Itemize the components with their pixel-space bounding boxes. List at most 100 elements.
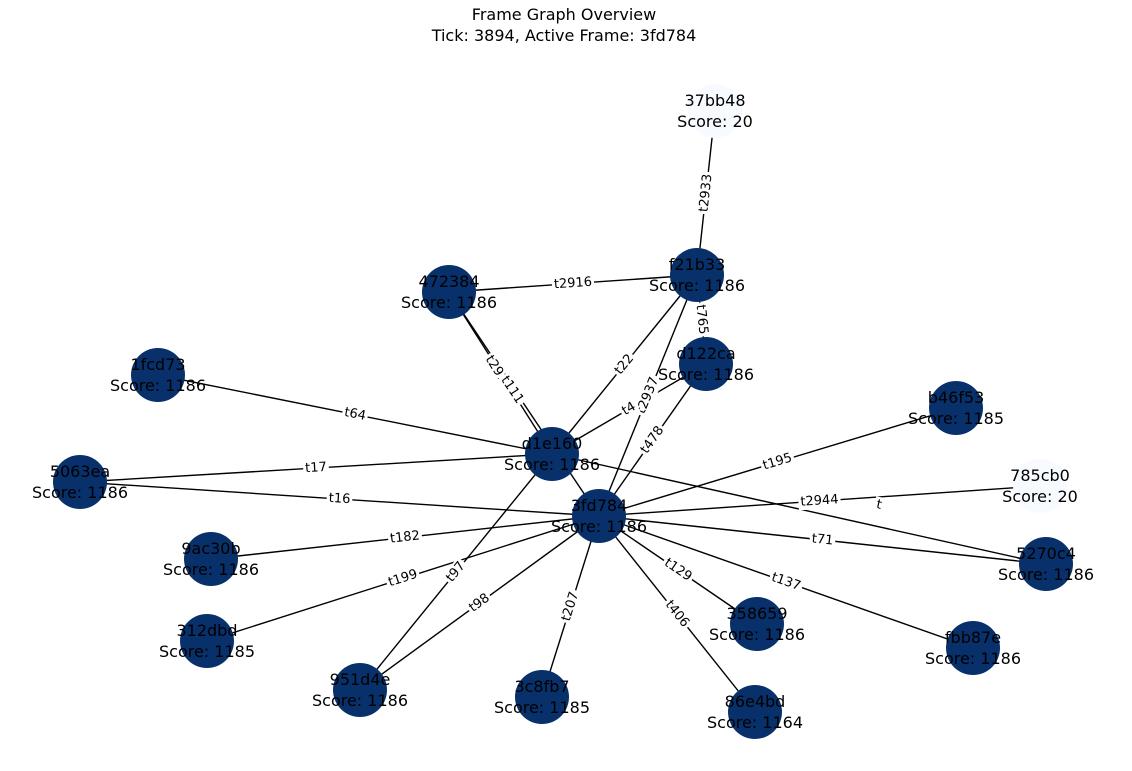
graph-node: 472384 Score: 1186 xyxy=(401,265,497,319)
edge-label-group: t22 xyxy=(610,349,639,380)
node-id-label: 3c8fb7 xyxy=(514,677,569,696)
edge-label-group: t406 xyxy=(660,595,694,633)
graph-subtitle: Tick: 3894, Active Frame: 3fd784 xyxy=(431,26,697,45)
node-score-label: Score: 20 xyxy=(677,112,753,131)
edge-label-group: t71 xyxy=(808,530,837,550)
node-circle xyxy=(525,427,579,481)
edge-label-background xyxy=(340,404,370,425)
edge-label-background xyxy=(767,568,805,596)
node-id-label: 37bb48 xyxy=(684,91,745,110)
node-circle xyxy=(515,670,569,724)
graph-node: 37bb48 Score: 20 xyxy=(677,84,753,138)
edge-label-group: t182 xyxy=(387,527,423,548)
node-circle xyxy=(333,663,387,717)
node-id-label: d1e160 xyxy=(522,434,583,453)
edge-label-group: t16 xyxy=(326,490,353,508)
edge-label: t765 xyxy=(693,304,711,335)
edge-label: t2916 xyxy=(553,275,592,293)
edge-label-group: t2933 xyxy=(695,171,717,215)
node-circle xyxy=(946,621,1000,675)
node-score-label: Score: 20 xyxy=(1002,487,1078,506)
edge-label-group: t478 xyxy=(636,421,669,459)
edge-label-background xyxy=(636,421,669,459)
edge-label: t2933 xyxy=(696,173,715,213)
edge-label-group: t97 xyxy=(441,557,471,587)
graph-node: 951d4e Score: 1186 xyxy=(312,663,408,717)
edge-label-background xyxy=(326,490,353,508)
edge-label-group: t2944 xyxy=(797,491,842,511)
edge-label: t71 xyxy=(811,531,834,548)
node-score-label: Score: 1185 xyxy=(908,409,1004,428)
edge-label-background xyxy=(384,565,422,592)
edge-label-background xyxy=(797,491,842,511)
node-score-label: Score: 1186 xyxy=(312,691,408,710)
node-circle xyxy=(929,381,983,435)
edge-label-background xyxy=(660,595,694,633)
node-score-label: Score: 1186 xyxy=(649,276,745,295)
node-id-label: 86e4bd xyxy=(725,692,786,711)
edge-label: t64 xyxy=(343,405,367,424)
node-score-label: Score: 1186 xyxy=(163,560,259,579)
graph-node: 312dbd Score: 1185 xyxy=(159,614,255,668)
edge-label-background xyxy=(387,527,423,548)
graph-node: 9ac30b Score: 1186 xyxy=(163,532,259,586)
node-circle xyxy=(422,265,476,319)
node-id-label: 951d4e xyxy=(330,670,391,689)
edge-label-group: t64 xyxy=(340,404,370,425)
edge-label-background xyxy=(557,587,584,626)
node-score-label: Score: 1186 xyxy=(998,565,1094,584)
graph-node: f21b33 Score: 1186 xyxy=(649,248,745,302)
graph-node: 358659 Score: 1186 xyxy=(709,597,805,651)
node-score-label: Score: 1164 xyxy=(707,713,803,732)
graph-node: 5270c4 Score: 1186 xyxy=(998,537,1094,591)
graph-node: 1fcd73 Score: 1186 xyxy=(110,348,206,402)
node-id-label: 472384 xyxy=(418,272,479,291)
node-id-label: f21b33 xyxy=(669,255,726,274)
node-id-label: 1fcd73 xyxy=(130,355,185,374)
graph-node: 5063ea Score: 1186 xyxy=(32,455,128,509)
edge-label-group: t17 xyxy=(302,459,330,477)
node-score-label: Score: 1186 xyxy=(110,376,206,395)
edge-label-background xyxy=(495,371,529,409)
edge-label: t182 xyxy=(389,528,420,546)
edge-label-background xyxy=(808,530,837,550)
node-circle xyxy=(679,337,733,391)
node-id-label: 5270c4 xyxy=(1016,544,1076,563)
edge-label-background xyxy=(617,397,641,421)
node-id-label: 358659 xyxy=(726,604,787,623)
edge-label: t17 xyxy=(305,460,327,476)
node-circle xyxy=(688,84,742,138)
edge-label-background xyxy=(872,496,886,514)
node-circle xyxy=(131,348,185,402)
edge-label-background xyxy=(632,372,664,419)
edge-label-background xyxy=(302,459,330,477)
node-score-label: Score: 1186 xyxy=(401,293,497,312)
graph-node: fbb87e Score: 1186 xyxy=(925,621,1021,675)
edge-label-background xyxy=(659,553,697,587)
node-score-label: Score: 1185 xyxy=(159,642,255,661)
node-circle xyxy=(572,489,626,543)
node-score-label: Score: 1186 xyxy=(709,625,805,644)
edge-label-background xyxy=(691,301,712,338)
node-circle xyxy=(670,248,724,302)
node-score-label: Score: 1186 xyxy=(925,649,1021,668)
node-score-label: Score: 1186 xyxy=(504,455,600,474)
node-id-label: 3fd784 xyxy=(571,496,628,515)
graph-edge xyxy=(448,291,600,517)
graph-title: Frame Graph Overview xyxy=(472,5,656,24)
node-score-label: Score: 1186 xyxy=(551,517,647,536)
node-id-label: 785cb0 xyxy=(1010,466,1070,485)
node-id-label: 312dbd xyxy=(176,621,237,640)
node-score-label: Score: 1186 xyxy=(658,365,754,384)
edge-label-background xyxy=(551,274,595,293)
node-id-label: 5063ea xyxy=(50,462,110,481)
edge-label-group: t98 xyxy=(464,588,495,618)
node-score-label: Score: 1186 xyxy=(32,483,128,502)
graph-node: 3fd784 Score: 1186 xyxy=(551,489,647,543)
node-score-label: Score: 1185 xyxy=(494,698,590,717)
node-id-label: b46f53 xyxy=(928,388,985,407)
edge-label: t4 xyxy=(619,399,638,419)
node-id-label: fbb87e xyxy=(945,628,1001,647)
node-circle xyxy=(53,455,107,509)
